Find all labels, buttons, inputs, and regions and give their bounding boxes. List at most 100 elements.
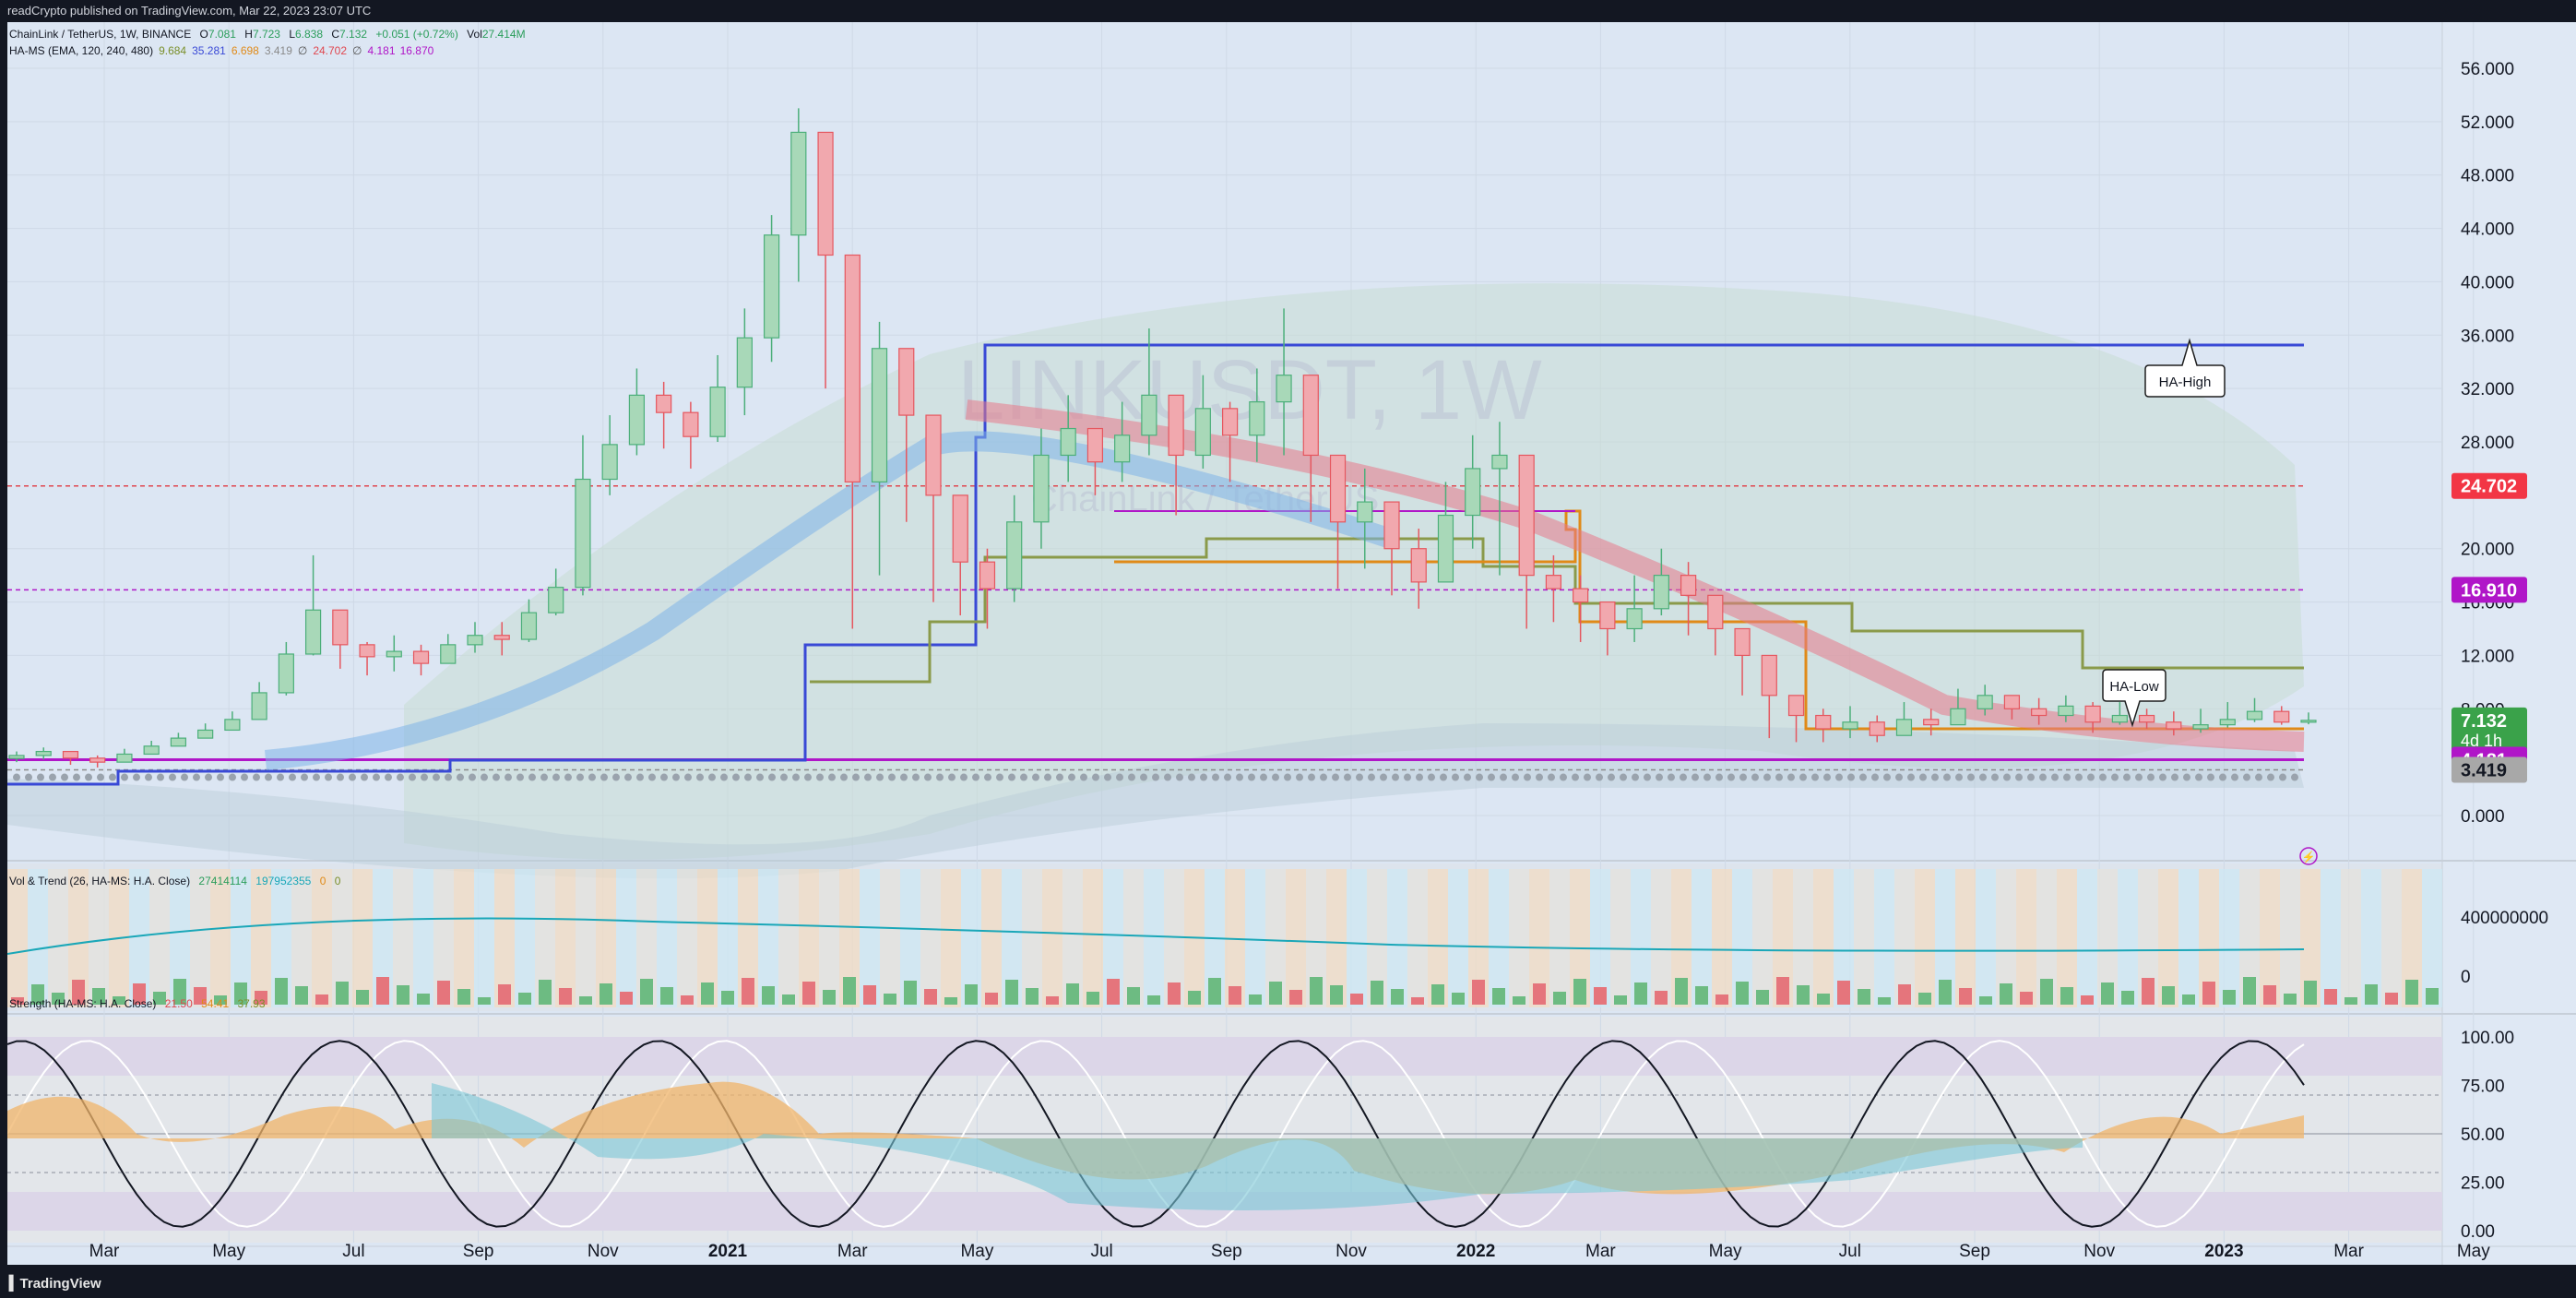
strength-title: Strength (HA-MS: H.A. Close) (9, 997, 156, 1010)
trend-dot (1020, 773, 1027, 781)
candle-body (871, 348, 888, 482)
candle-body (1114, 435, 1131, 463)
volume-bar (1797, 985, 1810, 1005)
volume-bar (1492, 988, 1505, 1005)
close-label: C (331, 28, 339, 41)
trend-dot (672, 773, 680, 781)
volume-bar (1310, 977, 1323, 1005)
candle-body (1437, 514, 1454, 583)
trend-dot (445, 773, 452, 781)
high-label: H (244, 28, 253, 41)
candle-body (628, 394, 646, 446)
trend-band (68, 869, 89, 1007)
footer-bar: ▍TradingView (0, 1269, 2576, 1298)
candle-body (467, 635, 483, 646)
trend-band (48, 869, 68, 1007)
volume-bar (255, 991, 267, 1005)
candle-body (1977, 695, 1993, 709)
trend-dot (1907, 773, 1915, 781)
trend-band (190, 869, 210, 1007)
indicator-value: 6.698 (231, 44, 259, 57)
trend-dot (924, 773, 932, 781)
time-tick: Mar (837, 1242, 868, 1261)
trend-dot (1260, 773, 1267, 781)
volume-tick-high: 400000000 (2461, 909, 2548, 928)
trend-band (2036, 869, 2057, 1007)
candle-body (2003, 695, 2021, 709)
price-tick: 0.000 (2461, 807, 2505, 827)
trend-band (1387, 869, 1407, 1007)
price-axis[interactable] (2442, 22, 2576, 1265)
trend-band (1347, 869, 1367, 1007)
volume-bar (295, 986, 308, 1005)
trend-dot (1080, 773, 1087, 781)
trend-dot (1751, 773, 1759, 781)
chart-area[interactable]: LINKUSDT, 1W ChainLink / TetherUS HA-Hig… (6, 22, 2576, 1265)
volume-bar (1391, 989, 1404, 1005)
chart-svg[interactable]: LINKUSDT, 1W ChainLink / TetherUS HA-Hig… (6, 22, 2576, 1265)
trend-band (2219, 869, 2239, 1007)
volume-bar (599, 983, 612, 1005)
trend-dot (2183, 773, 2190, 781)
tradingview-logo[interactable]: ▍TradingView (9, 1276, 101, 1292)
candle-body (736, 337, 753, 388)
trend-dot (744, 773, 752, 781)
volume-bar (1330, 985, 1343, 1005)
candle-body (62, 750, 79, 759)
trend-dot (900, 773, 908, 781)
volume-bar (31, 984, 44, 1005)
trend-band (393, 869, 413, 1007)
trend-band (2138, 869, 2158, 1007)
price-tick: 40.000 (2461, 273, 2514, 292)
trend-band (1144, 869, 1164, 1007)
trend-dot (1068, 773, 1075, 781)
trend-band (981, 869, 1002, 1007)
ha-high-callout[interactable]: HA-High (2144, 338, 2226, 398)
volume-bar (1553, 992, 1566, 1005)
volume-bar (397, 985, 410, 1005)
time-tick: Nov (1335, 1242, 1367, 1261)
volume-bar (376, 977, 389, 1005)
volume-bar (133, 983, 146, 1005)
trend-dot (349, 773, 356, 781)
price-tag (2451, 577, 2527, 603)
volume-value-4: 0 (335, 875, 341, 887)
price-tag (2451, 756, 2527, 783)
volume-bar (275, 978, 288, 1005)
ha-low-callout[interactable]: HA-Low (2102, 669, 2166, 728)
trend-band (860, 869, 880, 1007)
trend-dot (1859, 773, 1867, 781)
trend-dot (780, 773, 788, 781)
indicator-name: HA-MS (EMA, 120, 240, 480) (9, 44, 153, 57)
trend-dot (1703, 773, 1711, 781)
trend-dot (1883, 773, 1891, 781)
trend-dot (1032, 773, 1039, 781)
candle-body (116, 753, 133, 763)
trend-dot (1452, 773, 1459, 781)
trend-band (2178, 869, 2199, 1007)
volume-bar (843, 977, 856, 1005)
volume-legend: Vol & Trend (26, HA-MS: H.A. Close) 2741… (9, 875, 341, 887)
volume-bar (437, 981, 450, 1005)
trend-dot (193, 773, 200, 781)
change-value: +0.051 (+0.72%) (375, 28, 457, 41)
trend-dot (1584, 773, 1591, 781)
trend-dot (1739, 773, 1747, 781)
trend-dot (1200, 773, 1207, 781)
price-tick: 56.000 (2461, 60, 2514, 79)
alert-icon[interactable] (2299, 847, 2318, 865)
trend-dot (1224, 773, 1231, 781)
trend-band (1265, 869, 1286, 1007)
trend-band (1732, 869, 1752, 1007)
volume-bar (640, 979, 653, 1005)
trend-band (1610, 869, 1631, 1007)
trend-band (2381, 869, 2402, 1007)
trend-band (1002, 869, 1022, 1007)
volume-bar (1878, 997, 1891, 1005)
price-tag-text: 7.132 (2461, 711, 2507, 732)
trend-dot (516, 773, 524, 781)
time-tick: Sep (1211, 1242, 1242, 1261)
candle-body (1599, 601, 1616, 630)
strength-line-black (6, 1040, 2305, 1228)
candle-body (1734, 627, 1751, 657)
